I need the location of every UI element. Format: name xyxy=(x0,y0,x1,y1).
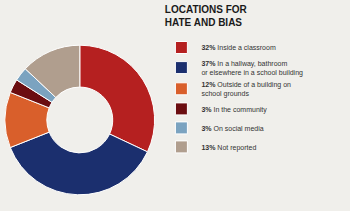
svg-text:3% On social media: 3% On social media xyxy=(201,125,263,132)
svg-text:32% Inside a classroom: 32% Inside a classroom xyxy=(201,44,275,51)
svg-text:13% Not reported: 13% Not reported xyxy=(201,144,256,152)
svg-text:37% In a hallway, bathroomor e: 37% In a hallway, bathroomor elsewhere i… xyxy=(201,60,303,77)
svg-text:3% In the community: 3% In the community xyxy=(201,106,267,114)
svg-text:LOCATIONS FORHATE AND BIAS: LOCATIONS FORHATE AND BIAS xyxy=(165,4,248,28)
svg-text:12% Outside of a building onsc: 12% Outside of a building onschool groun… xyxy=(201,81,291,98)
